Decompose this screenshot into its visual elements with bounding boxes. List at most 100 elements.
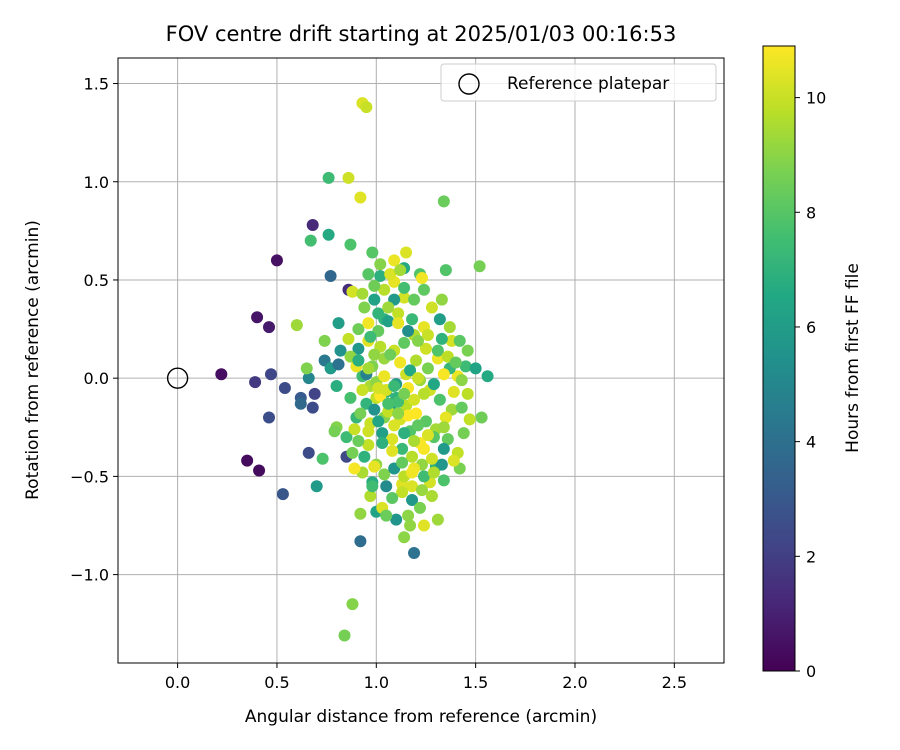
data-point bbox=[392, 307, 405, 320]
data-point bbox=[362, 268, 375, 281]
data-point bbox=[382, 397, 395, 410]
chart-title: FOV centre drift starting at 2025/01/03 … bbox=[166, 22, 677, 46]
data-point bbox=[364, 490, 377, 503]
data-point bbox=[396, 456, 409, 469]
data-point bbox=[449, 356, 462, 369]
data-point bbox=[249, 376, 262, 389]
data-point bbox=[334, 344, 347, 357]
data-point bbox=[481, 370, 494, 383]
data-point bbox=[380, 480, 393, 493]
data-point bbox=[421, 429, 434, 442]
data-point bbox=[412, 372, 425, 385]
data-point bbox=[270, 254, 283, 267]
data-point bbox=[447, 454, 460, 467]
data-point bbox=[406, 493, 419, 506]
data-point bbox=[417, 470, 430, 483]
data-point bbox=[264, 368, 277, 381]
data-point bbox=[392, 317, 405, 330]
data-point bbox=[388, 419, 401, 432]
data-point bbox=[414, 501, 427, 514]
reference-marker-layer bbox=[166, 367, 189, 389]
data-point bbox=[433, 393, 446, 406]
data-point bbox=[358, 301, 371, 314]
data-point bbox=[378, 468, 391, 481]
data-point bbox=[453, 334, 466, 347]
data-point bbox=[308, 387, 321, 400]
data-point bbox=[300, 362, 313, 375]
data-point bbox=[368, 293, 381, 306]
data-point bbox=[404, 519, 417, 532]
y-tick-label: 1.5 bbox=[84, 75, 109, 94]
data-point bbox=[378, 283, 391, 296]
data-point bbox=[366, 246, 379, 259]
data-point bbox=[394, 356, 407, 369]
data-point bbox=[437, 195, 450, 208]
legend-label: Reference platepar bbox=[507, 74, 669, 94]
data-point bbox=[364, 330, 377, 343]
data-point bbox=[322, 171, 335, 184]
data-point bbox=[324, 270, 337, 283]
data-point bbox=[382, 315, 395, 328]
data-point bbox=[461, 387, 474, 400]
data-point bbox=[421, 362, 434, 375]
data-point bbox=[346, 598, 359, 611]
data-point bbox=[374, 270, 387, 283]
data-point bbox=[398, 427, 411, 440]
legend-marker-open-circle bbox=[458, 73, 480, 95]
x-tick-label: 2.0 bbox=[562, 673, 587, 692]
data-point bbox=[352, 354, 365, 367]
colorbar bbox=[762, 45, 796, 672]
data-point bbox=[441, 433, 454, 446]
data-point bbox=[417, 442, 430, 455]
y-axis-ticks: −1.0 −0.5 0.0 0.5 1.0 1.5 bbox=[70, 75, 118, 585]
data-point bbox=[368, 460, 381, 473]
data-point bbox=[408, 435, 421, 448]
x-tick-label: 1.5 bbox=[463, 673, 488, 692]
data-point bbox=[406, 480, 419, 493]
colorbar-tick-label: 8 bbox=[806, 203, 816, 222]
data-point bbox=[417, 387, 430, 400]
data-point bbox=[374, 258, 387, 271]
data-point bbox=[241, 454, 254, 467]
data-point bbox=[386, 433, 399, 446]
reference-platepar-marker bbox=[166, 367, 189, 389]
x-tick-label: 0.5 bbox=[264, 673, 289, 692]
data-point bbox=[378, 370, 391, 383]
data-point bbox=[344, 238, 357, 251]
data-point bbox=[437, 421, 450, 434]
colorbar-ticks: 0 2 4 6 8 10 bbox=[795, 89, 826, 681]
data-point bbox=[342, 171, 355, 184]
data-point bbox=[388, 254, 401, 267]
data-point bbox=[437, 474, 450, 487]
data-point bbox=[392, 407, 405, 420]
x-axis-ticks: 0.0 0.5 1.0 1.5 2.0 2.5 bbox=[165, 663, 687, 692]
y-tick-label: −0.5 bbox=[70, 467, 109, 486]
data-point bbox=[362, 317, 375, 330]
data-point bbox=[439, 264, 452, 277]
data-point bbox=[406, 466, 419, 479]
colorbar-tick-label: 2 bbox=[806, 547, 816, 566]
data-point bbox=[215, 368, 228, 381]
data-point bbox=[390, 513, 403, 526]
data-point bbox=[362, 425, 375, 438]
data-point bbox=[360, 101, 373, 114]
x-tick-label: 2.5 bbox=[662, 673, 687, 692]
data-point bbox=[316, 452, 329, 465]
data-point bbox=[402, 509, 415, 522]
data-point bbox=[386, 492, 399, 504]
legend-box bbox=[440, 63, 717, 102]
data-point bbox=[384, 348, 397, 361]
data-point bbox=[384, 268, 397, 281]
data-point bbox=[338, 629, 351, 642]
data-point bbox=[366, 480, 379, 493]
data-point bbox=[328, 425, 341, 438]
data-point bbox=[362, 362, 375, 375]
data-point bbox=[408, 393, 421, 406]
data-point bbox=[475, 411, 488, 424]
data-point bbox=[382, 301, 395, 314]
data-point bbox=[415, 272, 428, 284]
data-point bbox=[302, 372, 315, 385]
data-point bbox=[408, 293, 421, 306]
data-point bbox=[380, 509, 393, 522]
data-point bbox=[463, 413, 476, 426]
